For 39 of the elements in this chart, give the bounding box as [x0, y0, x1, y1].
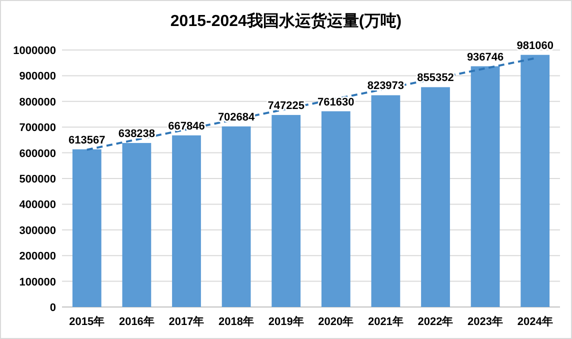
y-tick-label: 400000 — [19, 199, 56, 212]
y-tick-label: 600000 — [19, 148, 56, 160]
data-label: 936746 — [466, 51, 504, 64]
bar — [72, 149, 102, 307]
x-tick-label: 2023年 — [468, 315, 504, 328]
bar — [321, 111, 350, 307]
x-tick-label: 2017年 — [168, 315, 204, 328]
data-label: 613567 — [68, 134, 106, 146]
bar — [421, 87, 450, 307]
bar — [371, 95, 400, 307]
data-label: 981060 — [516, 40, 554, 52]
y-tick-label: 800000 — [19, 96, 56, 108]
x-tick-label: 2019年 — [268, 315, 304, 328]
bar — [272, 114, 301, 307]
bar — [520, 54, 550, 307]
bar — [470, 66, 500, 307]
x-tick-label: 2024年 — [517, 315, 553, 328]
y-tick-label: 0 — [50, 302, 56, 314]
y-tick-label: 200000 — [19, 250, 56, 263]
y-tick-label: 1000000 — [13, 45, 56, 57]
y-tick-label: 900000 — [19, 70, 56, 83]
bar — [222, 126, 251, 307]
data-label: 747225 — [268, 100, 304, 112]
y-tick-label: 300000 — [19, 224, 56, 237]
data-label: 667846 — [168, 120, 205, 132]
x-tick-label: 2022年 — [418, 315, 454, 328]
x-tick-label: 2018年 — [218, 315, 254, 328]
x-tick-label: 2021年 — [368, 315, 404, 328]
x-tick-label: 2020年 — [318, 315, 354, 328]
chart-title: 2015-2024我国水运货运量(万吨) — [170, 12, 402, 30]
bar — [172, 135, 201, 307]
x-tick-label: 2015年 — [69, 315, 105, 328]
data-label: 638238 — [118, 128, 156, 140]
y-tick-label: 500000 — [19, 174, 56, 186]
bar — [122, 142, 152, 307]
y-tick-label: 700000 — [19, 122, 56, 134]
x-tick-label: 2016年 — [118, 315, 154, 328]
y-tick-label: 100000 — [19, 276, 56, 288]
data-label: 761630 — [318, 96, 354, 108]
